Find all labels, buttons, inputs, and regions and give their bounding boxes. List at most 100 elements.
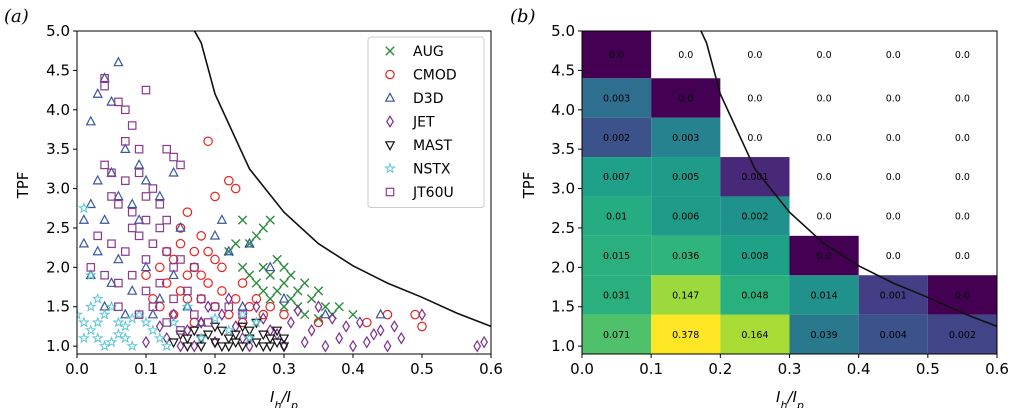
- scatter-point: [162, 215, 172, 225]
- scatter-point: [119, 320, 132, 332]
- scatter-point: [169, 152, 178, 162]
- scatter-point: [216, 326, 228, 337]
- a-y-tick-label: 4.0: [46, 101, 70, 119]
- scatter-point: [140, 316, 152, 328]
- scatter-point: [134, 310, 144, 319]
- scatter-point: [348, 309, 358, 320]
- scatter-point: [78, 237, 90, 248]
- heatmap-cell-label: 0.0: [955, 172, 970, 183]
- scatter-point: [224, 302, 234, 312]
- scatter-point: [162, 318, 172, 327]
- heatmap-cell-label: 0.0: [955, 251, 970, 262]
- legend-marker-mast: [384, 141, 396, 151]
- scatter-point: [203, 278, 213, 288]
- a-x-tick-label: 0.0: [65, 360, 89, 378]
- scatter-point: [99, 214, 110, 224]
- a-y-tick-label: 2.5: [46, 219, 70, 237]
- heatmap-cell-label: 0.0: [886, 133, 901, 144]
- scatter-point: [410, 309, 420, 320]
- scatter-point: [86, 263, 96, 272]
- scatter-point: [209, 229, 221, 240]
- scatter-points: [77, 56, 489, 353]
- scatter-point: [383, 339, 392, 353]
- scatter-point: [182, 207, 193, 217]
- scatter-point: [161, 278, 172, 288]
- heatmap-cell-label: 0.164: [741, 330, 768, 341]
- scatter-point: [168, 269, 179, 280]
- heatmap-cell: [651, 235, 721, 276]
- heatmap-cell-label: 0.014: [810, 290, 837, 301]
- scatter-point: [190, 310, 199, 319]
- scatter-point: [134, 231, 144, 241]
- scatter-point: [258, 286, 268, 296]
- b-y-tick-label: 2.0: [551, 258, 575, 276]
- scatter-point: [244, 237, 255, 248]
- scatter-point: [133, 158, 145, 169]
- scatter-point: [279, 262, 289, 273]
- scatter-point: [182, 334, 193, 345]
- scatter-point: [197, 316, 206, 329]
- b-x-tick-label: 0.4: [847, 360, 871, 378]
- scatter-point: [252, 300, 261, 314]
- scatter-point: [183, 286, 192, 296]
- series-jet: [142, 292, 489, 353]
- heatmap-cell-label: 0.0: [955, 290, 970, 301]
- scatter-point: [237, 322, 248, 333]
- scatter-point: [84, 324, 97, 336]
- b-y-tick-label: 5.0: [551, 22, 575, 40]
- scatter-point: [196, 231, 206, 241]
- scatter-point: [126, 339, 139, 352]
- scatter-point: [120, 105, 130, 115]
- scatter-point: [113, 56, 124, 67]
- heatmap-y-axis-label: TPF: [520, 172, 538, 200]
- heatmap-cell: [582, 196, 652, 236]
- scatter-point: [148, 302, 158, 312]
- heatmap-cell-label: 0.147: [672, 290, 699, 301]
- scatter-point: [114, 278, 123, 288]
- scatter-point: [85, 115, 96, 126]
- heatmap-cell-label: 0.01: [606, 212, 627, 223]
- heatmap-cell: [582, 31, 652, 79]
- heatmap-cell-label: 0.378: [672, 330, 699, 341]
- heatmap-cell-label: 0.007: [603, 172, 630, 183]
- scatter-point: [85, 198, 96, 209]
- scatter-point: [397, 331, 406, 345]
- legend-label: JT60U: [412, 185, 454, 201]
- scatter-point: [98, 308, 111, 320]
- heatmap-x-axis-label: Ih/Ip: [776, 388, 804, 408]
- scatter-point: [293, 286, 303, 296]
- scatter-point: [272, 254, 282, 265]
- scatter-point: [169, 308, 178, 321]
- scatter-point: [216, 342, 228, 353]
- heatmap-cell-label: 0.002: [741, 212, 768, 223]
- scatter-point: [202, 330, 214, 341]
- heatmap-cell-label: 0.0: [817, 93, 832, 104]
- scatter-point: [209, 312, 221, 324]
- scatter-point: [106, 95, 117, 106]
- scatter-point: [147, 308, 159, 319]
- heatmap-cell-label: 0.0: [817, 212, 832, 223]
- a-x-tick-label: 0.3: [272, 360, 296, 378]
- scatter-point: [390, 320, 399, 333]
- heatmap-cell-label: 0.002: [603, 133, 630, 144]
- scatter-point: [146, 324, 159, 336]
- scatter-point: [100, 81, 109, 91]
- scatter-point: [155, 223, 165, 233]
- scatter-point: [127, 270, 137, 280]
- scatter-point: [133, 214, 145, 224]
- scatter-panel-a: (a) 0.0 0.1 0.2 0.3 0.4 0.5 0.6 1.0 1.5 2.0 2.5 3.0…: [4, 6, 503, 408]
- heatmap-cell-label: 0.002: [949, 330, 976, 341]
- scatter-point: [210, 302, 220, 312]
- scatter-point: [230, 294, 241, 304]
- scatter-point: [279, 309, 289, 320]
- heatmap-cell-label: 0.0: [886, 212, 901, 223]
- scatter-axes: 0.0 0.1 0.2 0.3 0.4 0.5 0.6 1.0 1.5 2.0 2.5 3.0 3.5 4…: [46, 22, 503, 378]
- heatmap-cell-label: 0.0: [678, 50, 693, 61]
- a-y-tick-label: 1.0: [46, 337, 70, 355]
- scatter-point: [196, 342, 207, 353]
- b-x-tick-label: 0.1: [639, 360, 663, 378]
- scatter-point: [141, 286, 151, 296]
- a-y-tick-label: 1.5: [46, 298, 70, 316]
- legend-marker-nstx: [384, 162, 396, 174]
